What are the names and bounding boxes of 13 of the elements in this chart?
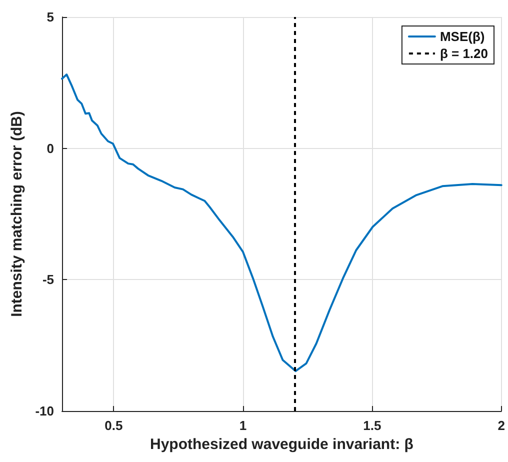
y-tick-label: -10	[35, 404, 54, 418]
x-tick-label: 2	[498, 418, 505, 433]
y-tick-label: -5	[42, 272, 54, 288]
x-tick-label: 0.5	[104, 418, 123, 433]
x-tick-label: 1.5	[363, 418, 382, 433]
y-axis-title: Intensity matching error (dB)	[8, 111, 26, 317]
legend-label: MSE(β)	[440, 29, 485, 44]
ref-line-label: β = 1.20	[440, 46, 488, 61]
x-axis-title: Hypothesized waveguide invariant: β	[150, 436, 414, 453]
y-tick-label: 5	[46, 10, 54, 24]
y-tick-label: 0	[46, 140, 54, 156]
line-series	[61, 74, 502, 372]
x-tick-label: 1	[239, 418, 247, 433]
